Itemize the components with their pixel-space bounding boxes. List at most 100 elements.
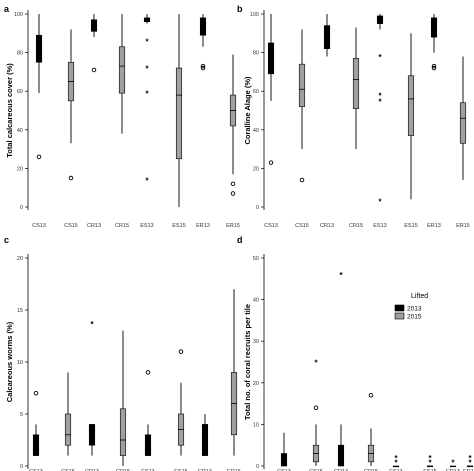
box-iqr <box>199 17 207 36</box>
extreme-point: * <box>145 90 149 99</box>
extreme-point: * <box>378 198 382 207</box>
box-CS13 <box>267 14 275 165</box>
box-iqr <box>407 75 415 136</box>
outlier-point <box>299 177 305 183</box>
outlier-point <box>200 65 206 71</box>
extreme-point: * <box>145 38 149 47</box>
y-tick-label: 0 <box>256 205 259 211</box>
x-tick-label: CR13 <box>85 469 99 471</box>
box-iqr <box>144 434 152 456</box>
y-tick-label: 15 <box>17 308 23 314</box>
y-tick-label: 20 <box>253 381 259 387</box>
extreme-point: * <box>451 458 455 467</box>
x-tick-label: CS15 <box>61 469 75 471</box>
box-iqr <box>64 413 72 446</box>
extreme-point: * <box>90 320 94 329</box>
box-iqr <box>337 444 345 467</box>
extreme-point: * <box>314 359 318 368</box>
box-CS13 <box>280 432 288 467</box>
extreme-point: * <box>394 458 398 467</box>
box-CR13 <box>323 14 331 57</box>
x-tick-label: ES13 <box>373 223 386 229</box>
x-tick-label: ER13 <box>198 469 212 471</box>
legend-swatch <box>394 304 405 312</box>
x-tick-label: ER13 <box>196 223 210 229</box>
x-tick-label: ES15 <box>174 469 187 471</box>
box-ER13 <box>201 414 209 456</box>
y-tick-label: 0 <box>20 464 23 470</box>
outlier-point <box>145 370 151 375</box>
box-CS13 <box>32 390 40 456</box>
panel-label: b <box>237 4 243 14</box>
y-axis-label: Calcareous worms (%) <box>5 321 14 402</box>
box-ES15 <box>177 349 185 456</box>
y-tick-label: 5 <box>20 412 23 418</box>
box-ES13: * * * * <box>143 14 151 185</box>
box-ER15 <box>459 56 467 180</box>
outlier-point <box>368 393 374 398</box>
box-ER15 <box>229 54 237 196</box>
y-tick-label: 100 <box>250 12 259 18</box>
extreme-point: * <box>468 454 472 463</box>
x-tick-label: CS13 <box>29 469 43 471</box>
box-iqr <box>323 25 331 50</box>
box-iqr <box>459 102 467 144</box>
x-tick-label: CR13 <box>334 469 348 471</box>
legend-swatch <box>394 312 405 320</box>
x-tick-label: ER15 <box>226 223 240 229</box>
x-tick-label: ER15 <box>227 469 241 471</box>
legend-label: 2015 <box>407 314 422 321</box>
box-CS13 <box>35 14 43 160</box>
panel-b: b 0 20 40 60 80 100 Coralline Alage (%) CS13 CS15… <box>237 4 470 229</box>
box-iqr <box>376 15 384 24</box>
box-ES13 <box>144 370 152 456</box>
y-tick-label: 0 <box>20 205 23 211</box>
box-CR13 <box>90 14 98 73</box>
box-CR15 <box>118 14 126 134</box>
panel-label: a <box>4 4 10 14</box>
box-ER15 <box>230 289 238 456</box>
y-tick-label: 60 <box>17 89 23 95</box>
extreme-point: * <box>145 65 149 74</box>
panel-label: c <box>4 235 9 245</box>
outlier-point <box>431 65 437 71</box>
panel-label: d <box>237 235 243 245</box>
x-tick-label: CS13 <box>277 469 291 471</box>
y-tick-label: 10 <box>253 422 259 428</box>
y-tick-label: 10 <box>17 360 23 366</box>
panel-d: d 0 10 20 30 40 50 Total no. of coral recruits … <box>237 235 474 471</box>
y-tick-label: 60 <box>253 89 259 95</box>
y-tick-label: 40 <box>253 298 259 304</box>
y-tick-label: 20 <box>17 166 23 172</box>
outlier-point <box>36 154 42 160</box>
x-tick-label: CR13 <box>320 223 334 229</box>
y-tick-label: 100 <box>14 12 23 18</box>
box-ES15 <box>175 14 183 207</box>
y-tick-label: 80 <box>253 51 259 57</box>
outlier-point <box>91 67 97 73</box>
box-iqr <box>267 42 275 75</box>
box-iqr <box>35 34 43 63</box>
outlier-point <box>230 181 236 187</box>
outlier-point <box>178 349 184 354</box>
outlier-point <box>68 175 74 181</box>
extreme-point: * <box>468 458 472 467</box>
y-tick-label: 20 <box>17 256 23 262</box>
box-iqr <box>88 424 96 446</box>
y-tick-label: 50 <box>253 256 259 262</box>
box-CS15 <box>64 372 72 456</box>
box-iqr <box>119 408 127 456</box>
box-iqr <box>32 434 40 456</box>
box-ER15: ** <box>466 454 474 467</box>
extreme-point: * <box>378 92 382 101</box>
x-tick-label: ER13 <box>446 469 460 471</box>
outlier-point <box>268 160 274 165</box>
outlier-point <box>200 63 206 69</box>
outlier-point <box>431 63 437 69</box>
x-tick-label: CR15 <box>364 469 378 471</box>
outlier-point <box>230 191 236 196</box>
x-tick-label: CR15 <box>349 223 363 229</box>
x-tick-label: ES15 <box>404 223 417 229</box>
box-CR15 <box>367 393 375 466</box>
